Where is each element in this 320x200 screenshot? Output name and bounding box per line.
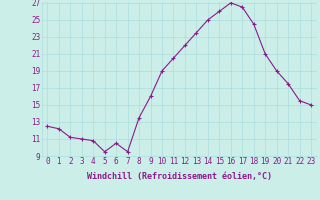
X-axis label: Windchill (Refroidissement éolien,°C): Windchill (Refroidissement éolien,°C) [87,172,272,181]
